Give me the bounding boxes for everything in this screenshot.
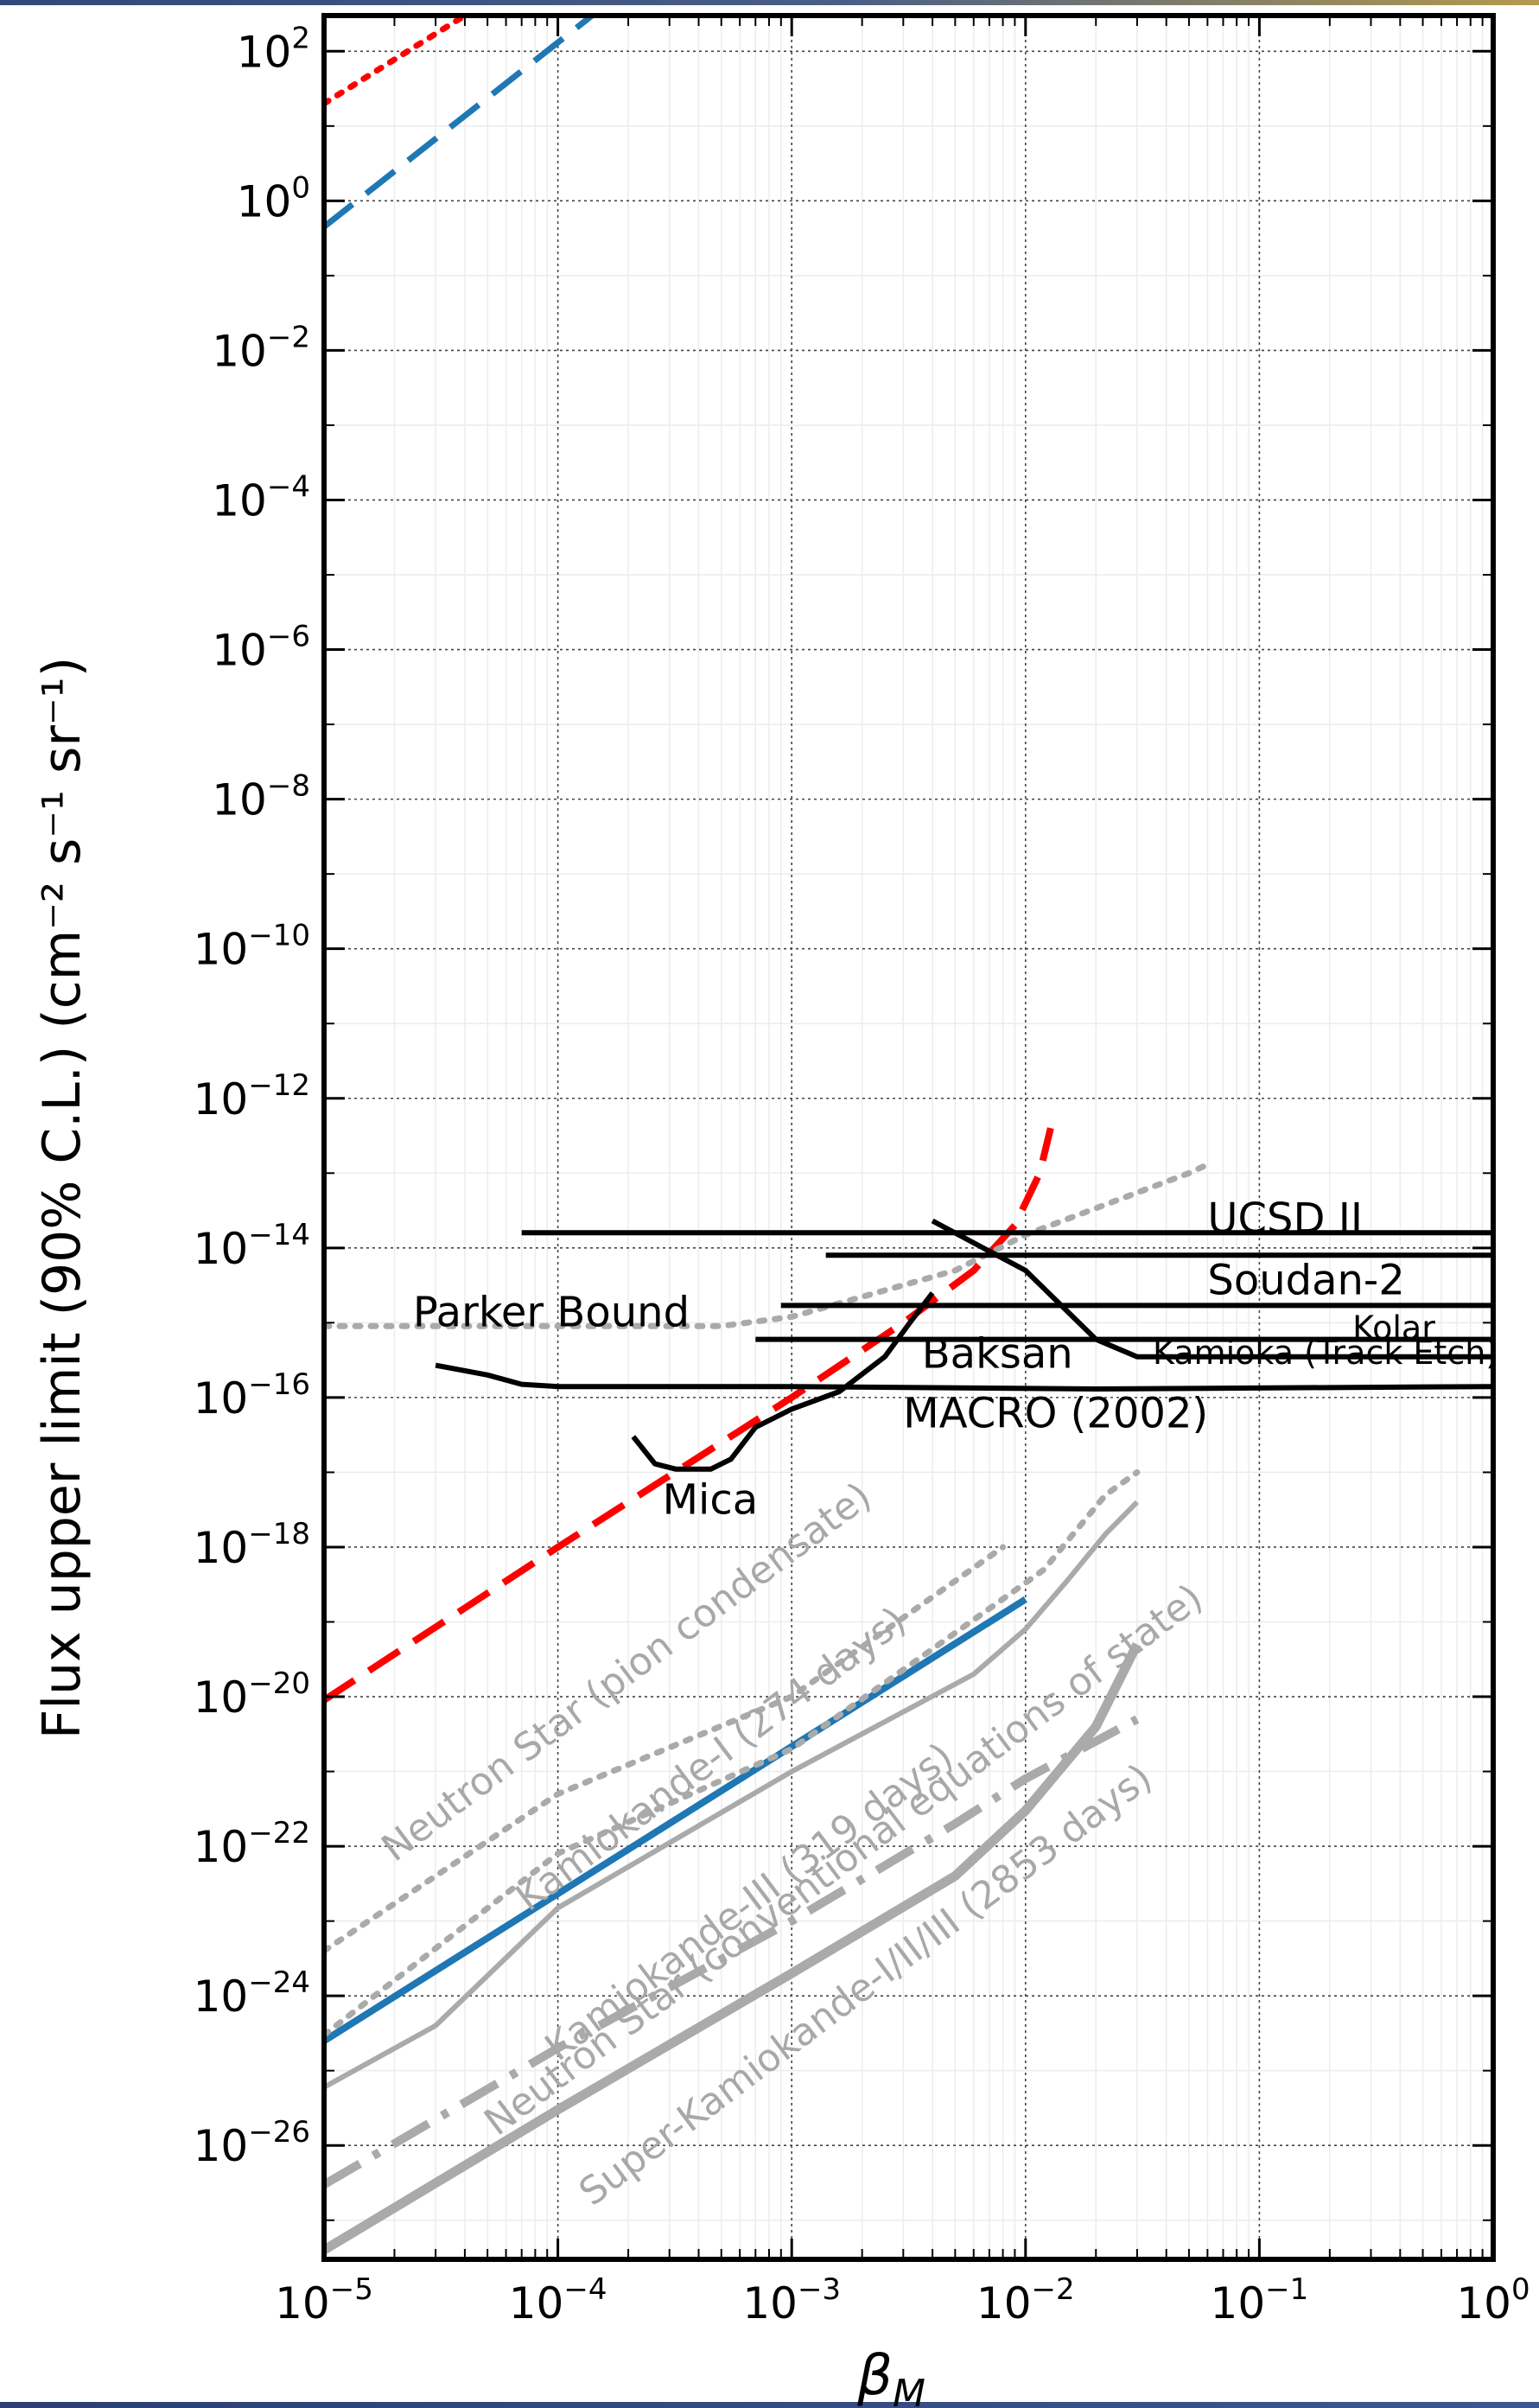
annotation-label-4: Parker Bound: [413, 1288, 690, 1336]
x-axis-label: βM: [856, 2344, 925, 2408]
y-tick-label: 10−26: [194, 2115, 310, 2171]
x-tick-label: 10−5: [275, 2272, 373, 2328]
y-tick-label: 10−10: [194, 919, 310, 975]
y-axis-label: Flux upper limit (90% C.L.) (cm⁻² s⁻¹ sr…: [32, 657, 92, 1739]
y-tick-label: 10−6: [212, 620, 310, 676]
y-tick-label: 10−16: [194, 1367, 310, 1424]
annotation-label-6: MACRO (2002): [903, 1389, 1208, 1437]
series-line-1: [324, 16, 592, 226]
y-tick-label: 10−12: [194, 1068, 310, 1124]
annotation-label-3: Kamioka (Track Etch): [1153, 1334, 1498, 1372]
x-tick-label: 100: [1456, 2272, 1529, 2328]
y-tick-label: 10−24: [194, 1965, 310, 2022]
y-tick-label: 10−2: [212, 320, 310, 376]
annotation-label-0: UCSD II: [1207, 1194, 1363, 1243]
y-tick-label: 10−14: [194, 1218, 310, 1274]
y-tick-label: 10−4: [212, 469, 310, 526]
y-tick-label: 100: [237, 170, 310, 226]
y-tick-label: 102: [237, 21, 310, 77]
y-tick-label: 10−22: [194, 1816, 310, 1872]
x-tick-label: 10−1: [1211, 2272, 1309, 2328]
y-tick-label: 10−20: [194, 1666, 310, 1723]
y-tick-label: 10−8: [212, 769, 310, 825]
x-tick-label: 10−2: [976, 2272, 1075, 2328]
grid: [324, 16, 1493, 2259]
x-tick-label: 10−4: [509, 2272, 607, 2328]
series-line-12: [324, 1547, 1003, 1951]
y-tick-label: 10−18: [194, 1517, 310, 1573]
annotation-label-5: Baksan: [922, 1329, 1073, 1378]
x-tick-label: 10−3: [742, 2272, 841, 2328]
annotation-label-7: Mica: [663, 1475, 759, 1524]
annotation-label-1: Soudan-2: [1207, 1256, 1404, 1304]
plot-frame: [324, 16, 1493, 2259]
